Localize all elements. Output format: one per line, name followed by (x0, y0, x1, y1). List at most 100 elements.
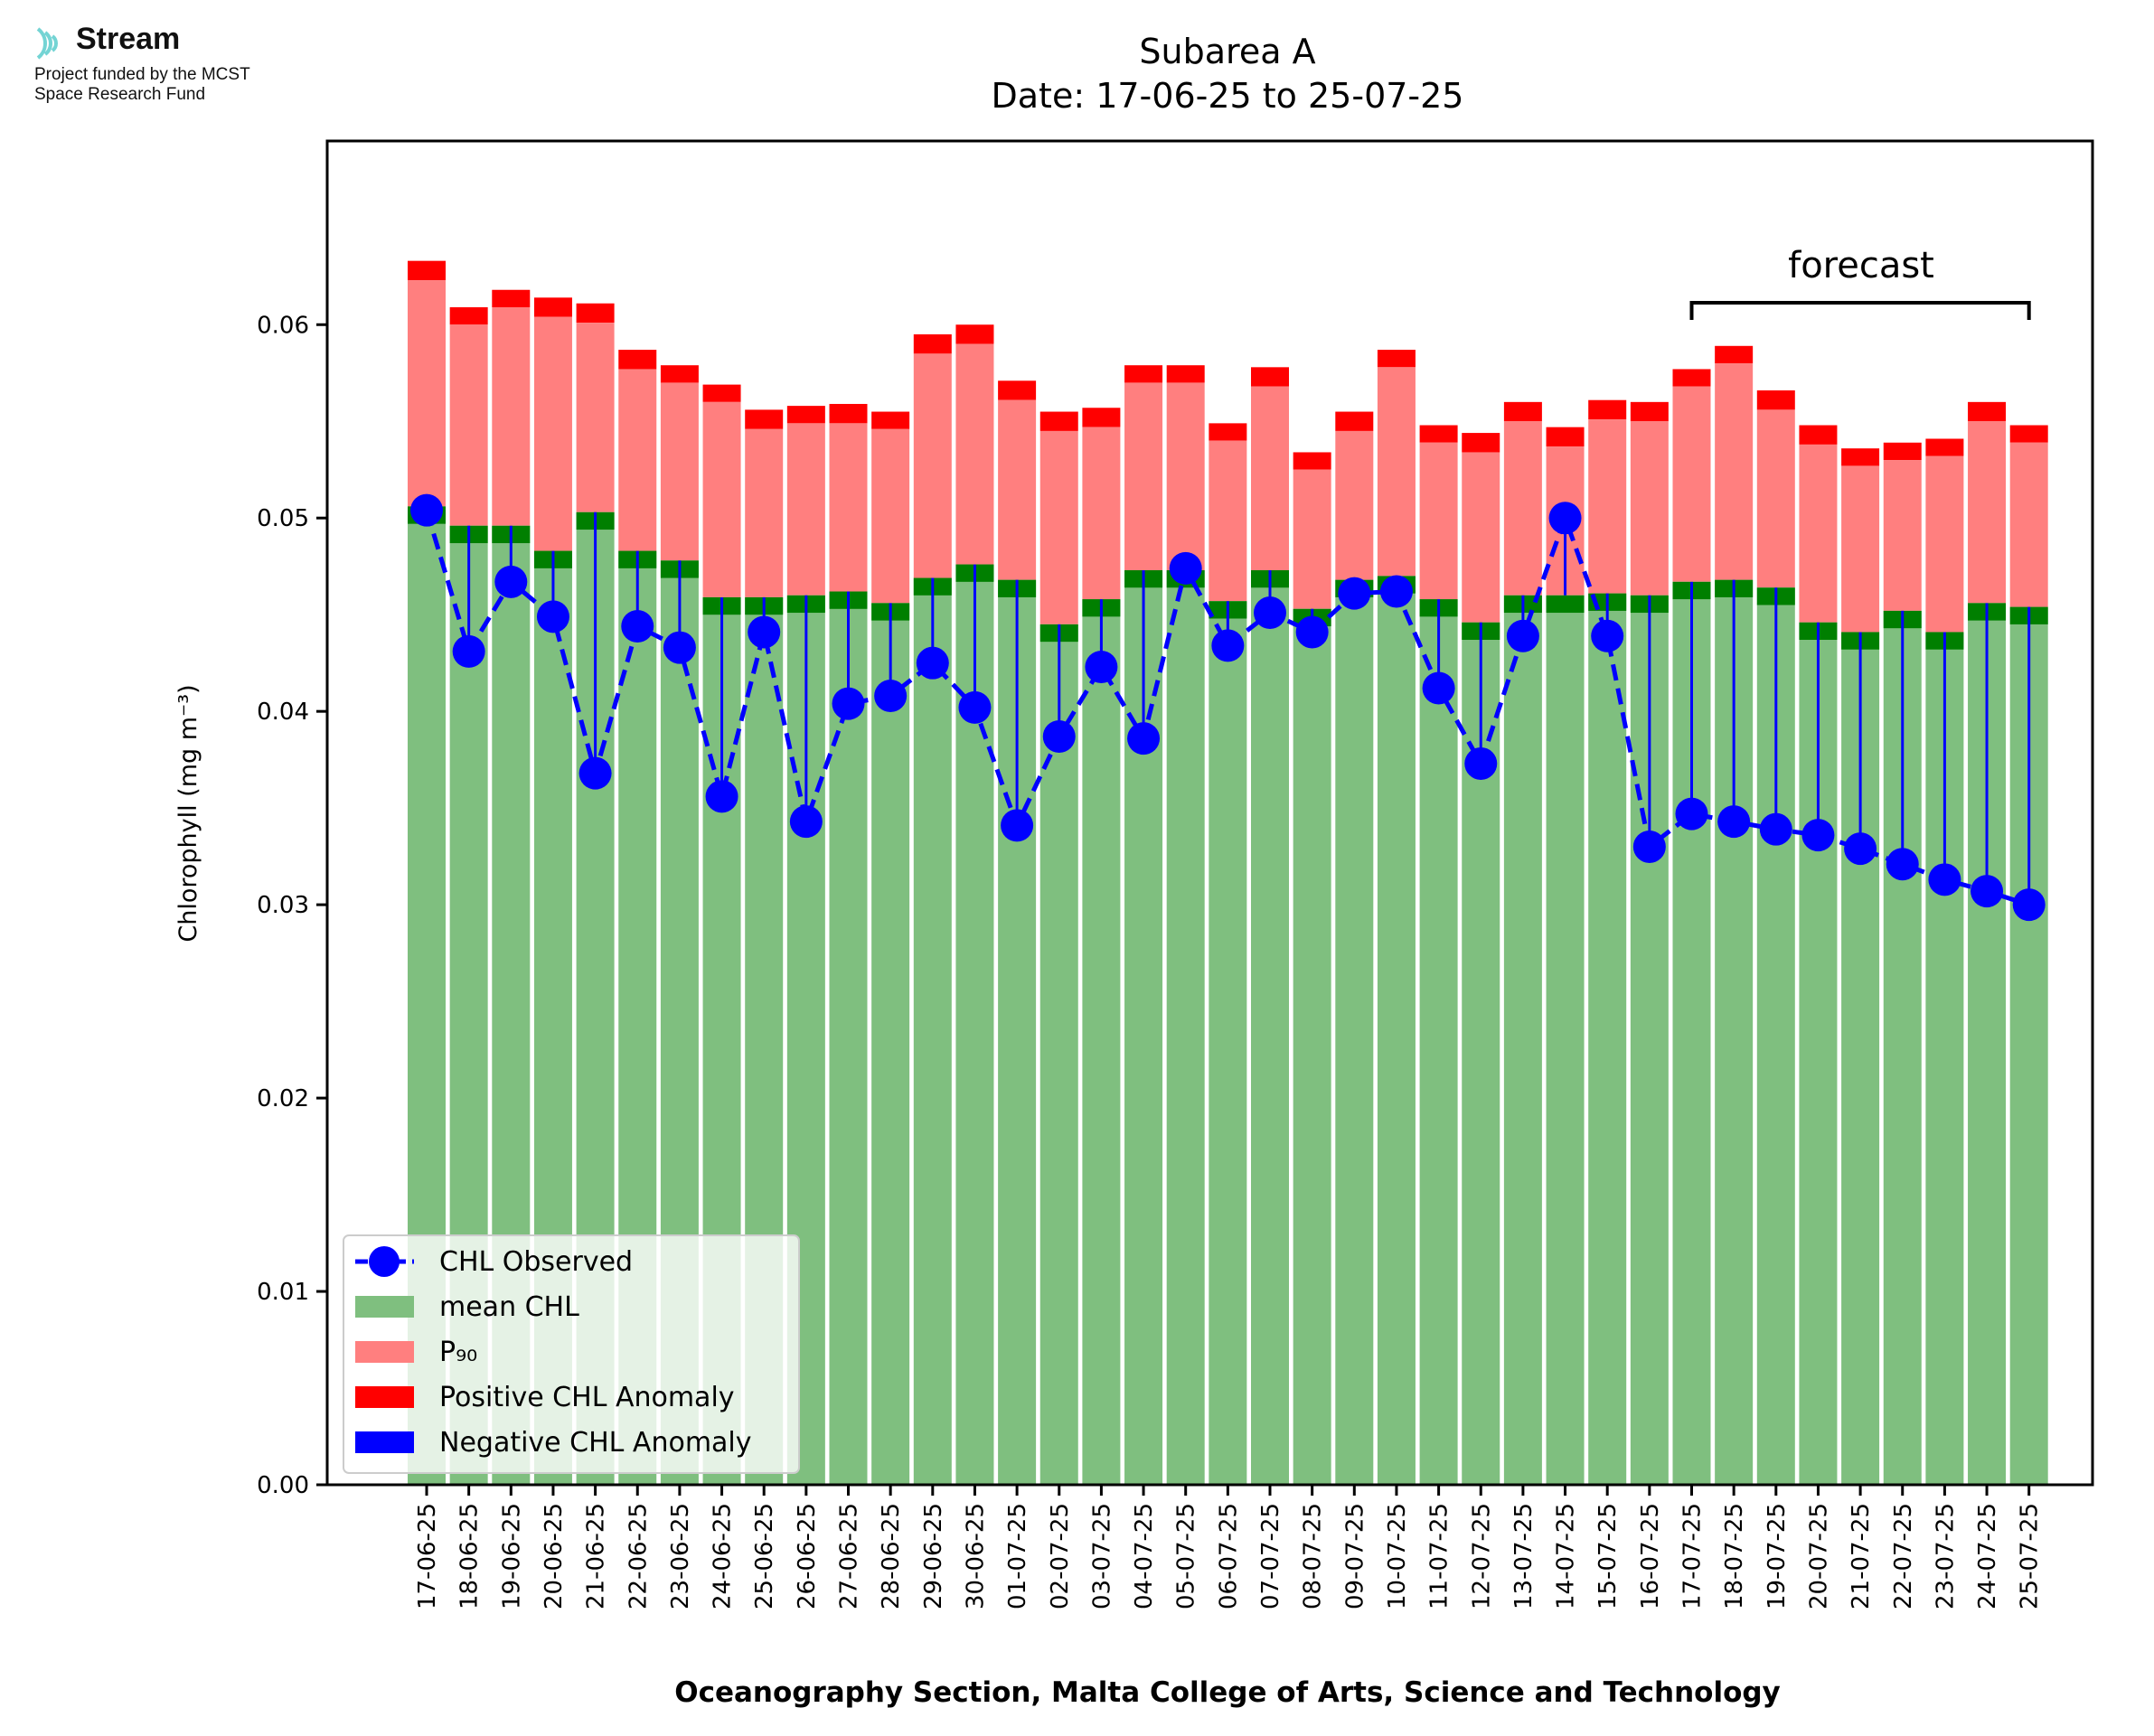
observed-point (410, 493, 443, 527)
x-tick-label: 22-07-25 (1890, 1503, 1917, 1609)
x-tick-label: 21-07-25 (1848, 1503, 1875, 1609)
y-tick-label: 0.02 (257, 1085, 309, 1112)
positive-anomaly-bar (533, 297, 572, 317)
x-axis: 17-06-25 18-06-25 19-06-25 20-06-25 21-06-25… (414, 1485, 2044, 1609)
positive-anomaly-bar (576, 303, 615, 324)
legend-observed-marker (369, 1246, 400, 1277)
p90-bar (1925, 455, 1964, 633)
forecast-bracket-line (1689, 301, 2031, 320)
x-tick-label: 20-06-25 (541, 1503, 568, 1609)
positive-anomaly-bar (1756, 390, 1795, 410)
p90-bar (492, 307, 531, 526)
observed-point (705, 780, 738, 813)
positive-anomaly-bar (1377, 350, 1416, 368)
legend-label: P₉₀ (439, 1337, 477, 1368)
observed-point (1928, 863, 1961, 896)
y-tick-label: 0.00 (257, 1472, 309, 1499)
p90-bar (1462, 452, 1500, 623)
mean-chl-bar (1377, 576, 1416, 1485)
observed-point (1464, 746, 1498, 780)
p90-bar (1419, 442, 1458, 600)
p90-bar (702, 401, 741, 597)
p90-bar (955, 343, 994, 565)
mean-chl-bar (913, 577, 952, 1485)
observed-point (1506, 619, 1539, 652)
legend-label: Negative CHL Anomaly (439, 1427, 752, 1459)
x-tick-label: 10-07-25 (1384, 1503, 1411, 1609)
positive-anomaly-bar (1335, 411, 1374, 431)
stream-wave-icon (36, 27, 58, 60)
x-tick-label: 23-07-25 (1932, 1503, 1959, 1609)
positive-anomaly-bar (998, 380, 1037, 400)
positive-anomaly-bar (702, 384, 741, 402)
chart-title: Subarea A (1139, 32, 1315, 71)
p90-bar (1841, 465, 1880, 633)
positive-anomaly-bar (1251, 367, 1289, 387)
positive-anomaly-bar (871, 411, 910, 429)
logo-funding-line1: Project funded by the MCST (34, 65, 250, 84)
mean-chl-bar (1588, 593, 1627, 1485)
p90-bar (1377, 367, 1416, 577)
y-axis-label: Chlorophyll (mg m⁻³) (174, 684, 202, 942)
p90-bar (1209, 440, 1247, 602)
p90-bar (2009, 442, 2048, 607)
observed-point (1632, 830, 1666, 863)
p90-bar (1251, 386, 1289, 570)
positive-anomaly-bar (1462, 433, 1500, 453)
x-tick-label: 19-07-25 (1764, 1503, 1791, 1609)
observed-point (874, 680, 908, 713)
positive-anomaly-bar (1630, 401, 1669, 422)
mean-chl-bar (1039, 624, 1078, 1485)
mean-chl-bar (1335, 579, 1374, 1485)
positive-anomaly-bar (449, 307, 488, 325)
mean-chl-bar (1419, 599, 1458, 1485)
positive-anomaly-bar (1799, 425, 1838, 445)
p90-bar (1715, 363, 1754, 580)
positive-anomaly-bar (1546, 427, 1585, 447)
x-tick-label: 05-07-25 (1173, 1503, 1200, 1609)
forecast-bracket: forecast (1689, 245, 2031, 320)
positive-anomaly-bar (1039, 411, 1078, 431)
p90-bar (1124, 382, 1163, 570)
positive-anomaly-bar (1293, 452, 1331, 470)
mean-chl-bar (871, 603, 910, 1485)
observed-point (1886, 848, 1919, 881)
x-tick-label: 18-07-25 (1721, 1503, 1748, 1609)
x-tick-label: 02-07-25 (1047, 1503, 1074, 1609)
legend-swatch (355, 1431, 414, 1453)
p90-bar (1672, 386, 1711, 582)
y-tick-label: 0.03 (257, 892, 309, 919)
positive-anomaly-bar (1124, 365, 1163, 383)
logo: Stream Project funded by the MCST Space … (33, 20, 412, 119)
p90-bar (1503, 421, 1542, 596)
x-tick-label: 29-06-25 (920, 1503, 947, 1609)
x-tick-label: 21-06-25 (583, 1503, 610, 1609)
positive-anomaly-bar (1968, 401, 2007, 422)
positive-anomaly-bar (1883, 442, 1922, 461)
p90-bar (1039, 430, 1078, 624)
positive-anomaly-bar (829, 403, 868, 424)
observed-point (1717, 805, 1751, 839)
p90-bar (1799, 444, 1838, 623)
x-tick-label: 23-06-25 (667, 1503, 694, 1609)
x-tick-label: 12-07-25 (1468, 1503, 1495, 1609)
x-tick-label: 17-07-25 (1679, 1503, 1707, 1609)
p90-bar (871, 428, 910, 604)
observed-point (1127, 722, 1161, 755)
x-tick-label: 13-07-25 (1510, 1503, 1538, 1609)
p90-bar (829, 423, 868, 592)
positive-anomaly-bar (2009, 425, 2048, 443)
positive-anomaly-bar (492, 289, 531, 308)
p90-bar (745, 428, 784, 597)
legend-label: Positive CHL Anomaly (439, 1382, 735, 1413)
observed-point (1001, 809, 1034, 842)
x-tick-label: 01-07-25 (1004, 1503, 1031, 1609)
observed-point (2012, 888, 2046, 922)
observed-point (621, 610, 654, 643)
legend-label: CHL Observed (439, 1246, 633, 1278)
legend-label: mean CHL (439, 1291, 579, 1323)
x-tick-label: 11-07-25 (1426, 1503, 1453, 1609)
x-tick-label: 17-06-25 (414, 1503, 441, 1609)
x-tick-label: 07-07-25 (1257, 1503, 1284, 1609)
x-tick-label: 04-07-25 (1131, 1503, 1158, 1609)
